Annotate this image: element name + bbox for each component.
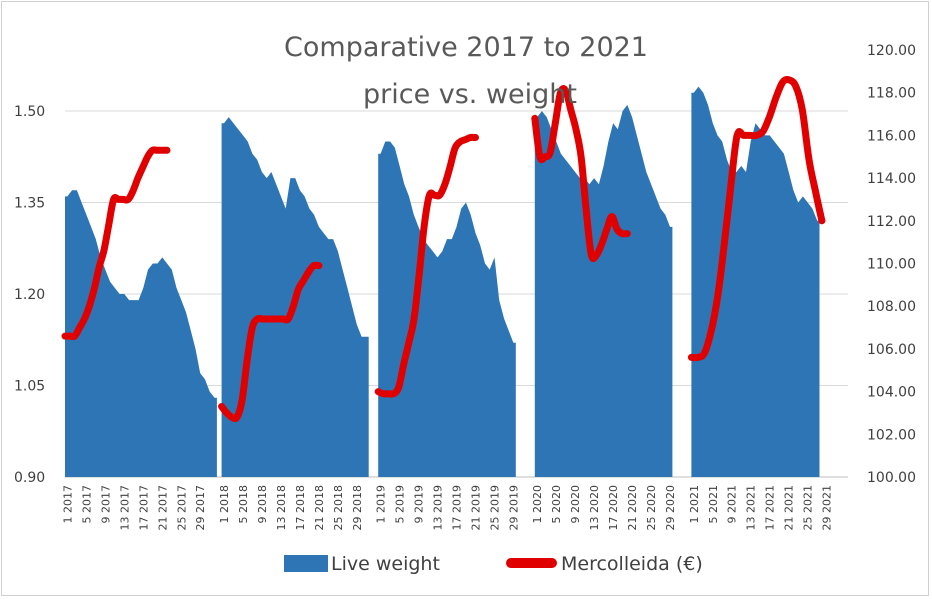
x-axis-tick-label: 5 2019 [394, 485, 407, 524]
live-weight-area-2019 [378, 141, 516, 477]
x-axis-tick-label: 17 2021 [764, 485, 777, 531]
x-axis-tick-label: 1 2017 [61, 485, 74, 524]
live-weight-area-2021 [691, 86, 820, 477]
right-axis-tick-label: 116.00 [867, 128, 916, 144]
legend: Live weight Mercolleida (€) [284, 553, 703, 575]
x-axis-tick-label: 5 2017 [80, 485, 93, 524]
right-axis-tick-label: 114.00 [867, 171, 916, 187]
x-axis-tick-label: 5 2021 [707, 485, 720, 524]
x-axis-tick-label: 1 2020 [531, 485, 544, 524]
x-axis-tick-label: 1 2021 [688, 485, 701, 524]
right-axis-tick-label: 100.00 [867, 470, 916, 486]
x-axis-tick-label: 29 2020 [664, 485, 677, 531]
x-axis-tick-label: 29 2017 [194, 485, 207, 531]
x-axis-tick-label: 9 2018 [256, 485, 269, 524]
live-weight-area-series [65, 86, 820, 478]
x-axis-tick-label: 25 2021 [802, 485, 815, 531]
mercolleida-line-2020 [531, 85, 631, 263]
x-axis-tick-label: 13 2018 [275, 485, 288, 531]
right-axis-tick-label: 120.00 [867, 43, 916, 59]
x-axis-tick-label: 5 2018 [237, 485, 250, 524]
x-axis-tick-label: 5 2020 [550, 485, 563, 524]
x-axis-tick-label: 25 2018 [332, 485, 345, 531]
x-axis-tick-label: 25 2017 [175, 485, 188, 531]
chart-title-line-2: price vs. weight [363, 79, 577, 110]
right-axis-tick-label: 110.00 [867, 257, 916, 273]
mercolleida-line-2017 [61, 146, 171, 341]
left-axis-tick-label: 1.50 [14, 104, 45, 120]
x-axis-tick-label: 13 2021 [745, 485, 758, 531]
x-axis-tick-label: 9 2017 [99, 485, 112, 524]
live-weight-area-2020 [534, 104, 673, 478]
x-axis-tick-label: 9 2019 [413, 485, 426, 524]
right-axis-tick-label: 118.00 [867, 86, 916, 102]
x-axis-tick-label: 17 2017 [137, 485, 150, 531]
left-axis-tick-label: 0.90 [14, 470, 45, 486]
right-axis-tick-label: 106.00 [867, 342, 916, 358]
x-axis-tick-label: 25 2019 [489, 485, 502, 531]
x-axis-tick-label: 13 2019 [432, 485, 445, 531]
mercolleida-line-2021 [687, 76, 826, 362]
left-y-axis: 0.90 1.05 1.20 1.35 1.50 [14, 104, 45, 486]
x-axis-tick-label: 21 2018 [313, 485, 326, 531]
x-axis-tick-label: 13 2017 [118, 485, 131, 531]
right-y-axis: 100.00 102.00 104.00 106.00 108.00 110.00 112.… [867, 43, 916, 486]
x-axis-tick-label: 29 2018 [351, 485, 364, 531]
x-axis-tick-label: 17 2018 [294, 485, 307, 531]
x-axis-tick-label: 17 2019 [451, 485, 464, 531]
right-axis-tick-label: 104.00 [867, 385, 916, 401]
left-axis-tick-label: 1.35 [14, 196, 45, 212]
chart-title-line-1: Comparative 2017 to 2021 [284, 32, 648, 63]
x-axis-tick-label: 13 2020 [588, 485, 601, 531]
left-axis-tick-label: 1.20 [14, 287, 45, 303]
legend-swatch-live-weight [284, 555, 328, 572]
x-axis-tick-label: 1 2018 [218, 485, 231, 524]
x-axis-tick-label: 29 2021 [821, 485, 834, 531]
x-axis: 1 2017 5 2017 9 2017 13 2017 17 2017 21 2017 2… [61, 485, 833, 531]
x-axis-tick-label: 21 2020 [626, 485, 639, 531]
x-axis-tick-label: 29 2019 [507, 485, 520, 531]
right-axis-tick-label: 112.00 [867, 214, 916, 230]
x-axis-tick-label: 21 2017 [156, 485, 169, 531]
left-axis-tick-label: 1.05 [14, 379, 45, 395]
x-axis-tick-label: 9 2020 [569, 485, 582, 524]
x-axis-tick-label: 21 2019 [470, 485, 483, 531]
mercolleida-line-2019 [374, 133, 479, 398]
right-axis-tick-label: 102.00 [867, 427, 916, 443]
x-axis-tick-label: 25 2020 [645, 485, 658, 531]
x-axis-tick-label: 1 2019 [375, 485, 388, 524]
legend-label-mercolleida: Mercolleida (€) [561, 553, 703, 575]
mercolleida-line-2018 [218, 261, 323, 423]
x-axis-tick-label: 17 2020 [607, 485, 620, 531]
live-weight-area-2017 [65, 190, 217, 478]
legend-label-live-weight: Live weight [331, 553, 440, 575]
mercolleida-line-series [61, 76, 826, 423]
right-axis-tick-label: 108.00 [867, 299, 916, 315]
x-axis-tick-label: 9 2021 [726, 485, 739, 524]
x-axis-tick-label: 21 2021 [783, 485, 796, 531]
